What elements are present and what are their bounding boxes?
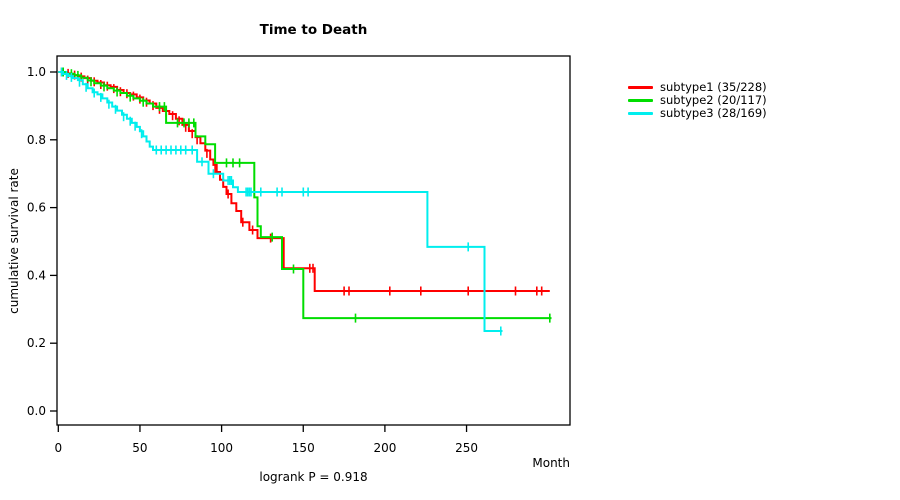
y-tick-label: 0.8 [27, 133, 46, 147]
legend-label-subtype1: subtype1 (35/228) [660, 80, 767, 94]
y-axis-title: cumulative survival rate [7, 168, 21, 314]
legend-label-subtype3: subtype3 (28/169) [660, 106, 767, 120]
x-tick-label: 0 [54, 441, 62, 455]
legend-line-swatch-subtype3 [628, 112, 653, 115]
legend-item-subtype3: subtype3 (28/169) [628, 107, 767, 120]
x-tick-label: 50 [132, 441, 147, 455]
survival-curve-subtype1 [58, 67, 550, 296]
legend-line-swatch-subtype2 [628, 99, 653, 102]
legend-item-subtype1: subtype1 (35/228) [628, 81, 767, 94]
survival-curve-subtype2 [58, 67, 552, 323]
y-tick-label: 0.2 [27, 336, 46, 350]
y-tick-label: 0.4 [27, 268, 46, 282]
x-axis: 0 50 100 150 200 250 [54, 425, 478, 455]
legend-item-subtype2: subtype2 (20/117) [628, 94, 767, 107]
logrank-annotation: logrank P = 0.918 [259, 470, 368, 484]
x-tick-label: 100 [210, 441, 233, 455]
legend: subtype1 (35/228) subtype2 (20/117) subt… [628, 81, 767, 120]
step-line [58, 71, 552, 320]
y-axis: 0.0 0.2 0.4 0.6 0.8 1.0 [27, 65, 57, 418]
legend-label-subtype2: subtype2 (20/117) [660, 93, 767, 107]
x-tick-label: 250 [455, 441, 478, 455]
step-line [58, 71, 503, 332]
x-tick-label: 150 [292, 441, 315, 455]
chart-title: Time to Death [259, 22, 368, 38]
y-tick-label: 0.6 [27, 201, 46, 215]
y-tick-label: 1.0 [27, 65, 46, 79]
legend-line-swatch-subtype1 [628, 86, 653, 89]
y-tick-label: 0.0 [27, 404, 46, 418]
survival-curve-subtype3 [58, 67, 503, 336]
x-tick-label: 200 [373, 441, 396, 455]
x-axis-title: Month [532, 456, 570, 470]
step-line [58, 71, 550, 292]
plot-box [56, 55, 571, 426]
